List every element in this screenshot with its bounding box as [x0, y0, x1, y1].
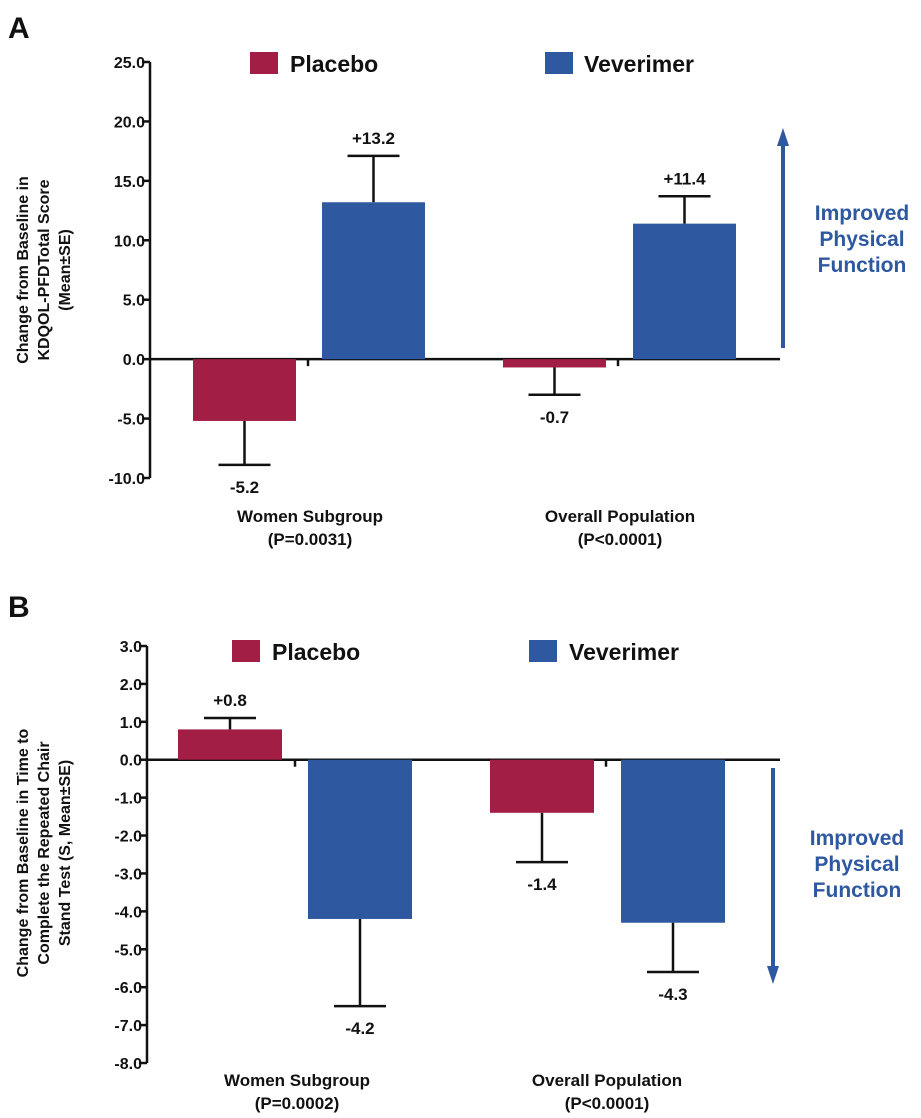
- category-p-value: (P=0.0031): [268, 530, 353, 549]
- y-axis-label-line: Change from Baseline in Time to: [15, 728, 32, 977]
- bar-placebo: [193, 359, 296, 421]
- data-label: -1.4: [527, 875, 557, 894]
- y-axis-label-line: Change from Baseline in: [15, 176, 32, 364]
- chart-panel-a: A -10.0 -5.0 0.0 5.0 10.0 15.0 20.0 25.0 Change f…: [8, 12, 909, 549]
- legend-label-veverimer: Veverimer: [569, 639, 679, 665]
- improvement-note: Physical: [819, 228, 904, 251]
- legend-swatch-veverimer: [545, 52, 573, 74]
- y-tick-label: 25.0: [114, 55, 145, 72]
- bar-placebo: [490, 759, 594, 813]
- y-tick-label: -7.0: [114, 1018, 142, 1035]
- arrow-down-icon: [767, 966, 779, 984]
- y-axis-label-line: Stand Test (S, Mean±SE): [57, 760, 74, 946]
- bar-veverimer: [621, 759, 725, 923]
- y-tick-label: -5.0: [117, 412, 145, 429]
- legend-label-veverimer: Veverimer: [584, 51, 694, 77]
- data-label: +11.4: [663, 169, 706, 188]
- legend-label-placebo: Placebo: [290, 51, 378, 77]
- improvement-note: Function: [813, 879, 902, 902]
- arrow-up-icon: [777, 128, 789, 146]
- category-p-value: (P<0.0001): [565, 1094, 650, 1113]
- y-tick-label: -1.0: [114, 791, 142, 808]
- improvement-note: Improved: [815, 202, 910, 225]
- legend-label-placebo: Placebo: [272, 639, 360, 665]
- category-label: Overall Population: [545, 507, 695, 526]
- legend-swatch-placebo: [232, 640, 260, 662]
- y-tick-label: -4.0: [114, 904, 142, 921]
- y-axis-label: Change from Baseline in KDQOL-PFDTotal Sc…: [15, 176, 74, 364]
- y-tick-label: 20.0: [114, 114, 145, 131]
- data-label: -0.7: [540, 408, 569, 427]
- legend-swatch-placebo: [250, 52, 278, 74]
- improvement-note: Physical: [814, 853, 899, 876]
- category-p-value: (P<0.0001): [578, 530, 663, 549]
- bar-veverimer: [322, 202, 425, 360]
- panel-letter: B: [8, 591, 30, 624]
- y-tick-label: 15.0: [114, 174, 145, 191]
- y-tick-label: 3.0: [120, 639, 142, 656]
- y-tick-label: 1.0: [120, 715, 142, 732]
- data-label: -4.3: [658, 985, 687, 1004]
- category-label: Women Subgroup: [237, 507, 383, 526]
- bar-placebo: [178, 729, 282, 760]
- legend-swatch-veverimer: [529, 640, 557, 662]
- improvement-note: Improved: [810, 827, 905, 850]
- y-axis-label-line: KDQOL-PFDTotal Score: [36, 179, 53, 360]
- y-axis-label-line: (Mean±SE): [57, 229, 74, 311]
- y-tick-label: -3.0: [114, 866, 142, 883]
- y-tick-label: 5.0: [123, 293, 145, 310]
- y-axis-label-line: Complete the Repeated Chair: [36, 741, 53, 964]
- data-label: +13.2: [352, 129, 395, 148]
- data-label: -4.2: [345, 1019, 374, 1038]
- y-tick-label: -5.0: [114, 942, 142, 959]
- category-label: Women Subgroup: [224, 1071, 370, 1090]
- chart-panel-b: B -8.0 -7.0 -6.0 -5.0 -4.0 -3.0 -2.0 -1.0 0.0 1.0 2…: [8, 591, 904, 1113]
- y-axis-label: Change from Baseline in Time to Complete …: [15, 728, 74, 977]
- bar-veverimer: [633, 223, 736, 360]
- y-tick-label: -6.0: [114, 980, 142, 997]
- bar-veverimer: [308, 759, 412, 919]
- y-tick-label: -2.0: [114, 829, 142, 846]
- y-tick-label: 10.0: [114, 233, 145, 250]
- panel-letter: A: [8, 12, 30, 45]
- y-tick-label: -10.0: [109, 471, 146, 488]
- improvement-note: Function: [818, 254, 907, 277]
- data-label: +0.8: [213, 691, 247, 710]
- category-label: Overall Population: [532, 1071, 682, 1090]
- bar-placebo: [503, 359, 606, 368]
- y-tick-label: 0.0: [120, 753, 142, 770]
- data-label: -5.2: [230, 478, 259, 497]
- y-tick-label: 0.0: [123, 352, 145, 369]
- category-p-value: (P=0.0002): [255, 1094, 340, 1113]
- y-tick-label: 2.0: [120, 677, 142, 694]
- y-tick-label: -8.0: [114, 1056, 142, 1073]
